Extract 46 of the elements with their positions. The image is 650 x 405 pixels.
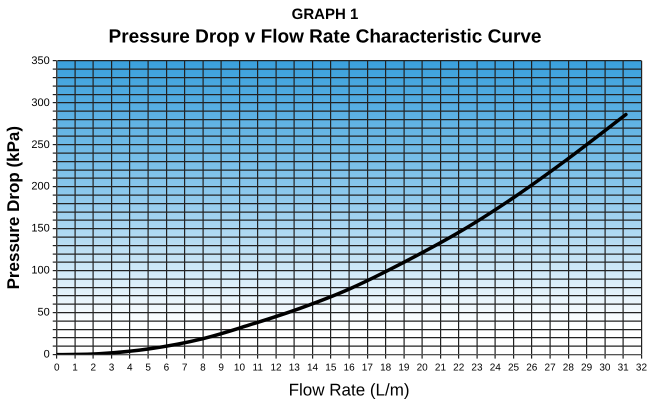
x-tick-label: 8 xyxy=(200,362,206,374)
x-tick-label: 29 xyxy=(581,362,593,374)
chart-subtitle: Pressure Drop v Flow Rate Characteristic Curve xyxy=(108,26,542,48)
y-tick-label: 350 xyxy=(31,54,50,67)
x-tick-label: 25 xyxy=(508,362,520,374)
x-tick-label: 24 xyxy=(490,362,502,374)
y-tick-label: 200 xyxy=(31,180,50,193)
x-tick-label: 16 xyxy=(344,362,356,374)
x-tick-label: 3 xyxy=(108,362,115,374)
x-tick-label: 6 xyxy=(164,362,170,374)
y-tick-label: 0 xyxy=(44,348,50,361)
y-tick-label: 300 xyxy=(31,96,50,109)
x-tick-label: 20 xyxy=(416,362,428,374)
x-tick-label: 9 xyxy=(218,362,224,374)
y-axis-title: Pressure Drop (kPa) xyxy=(4,126,23,290)
x-tick-label: 13 xyxy=(288,362,300,374)
x-axis-title: Flow Rate (L/m) xyxy=(288,380,410,400)
x-tick-label: 11 xyxy=(252,362,264,374)
x-tick-label: 5 xyxy=(145,362,152,374)
y-tick-label: 100 xyxy=(31,264,50,277)
x-tick-label: 23 xyxy=(471,362,483,374)
x-tick-label: 19 xyxy=(398,362,410,374)
x-tick-label: 32 xyxy=(636,362,648,374)
x-tick-label: 0 xyxy=(54,362,60,374)
line-series xyxy=(56,112,628,355)
x-tick-label: 21 xyxy=(434,362,446,374)
x-tick-label: 31 xyxy=(618,362,630,374)
x-tick-label: 10 xyxy=(234,362,246,374)
x-tick-label: 28 xyxy=(562,362,574,374)
x-tick-label: 30 xyxy=(599,362,611,374)
x-tick-label: 12 xyxy=(270,362,282,374)
x-tick-label: 14 xyxy=(306,362,319,374)
x-tick-label: 7 xyxy=(182,362,188,374)
x-tick-label: 17 xyxy=(362,362,374,374)
x-tick-label: 1 xyxy=(72,362,78,374)
x-tick-label: 2 xyxy=(90,362,97,374)
x-tick-label: 27 xyxy=(544,362,556,374)
x-tick-label: 4 xyxy=(127,362,134,374)
y-tick-label: 50 xyxy=(38,306,50,319)
x-tick-label: 15 xyxy=(325,362,337,374)
y-tick-label: 150 xyxy=(31,222,50,235)
x-tick-label: 18 xyxy=(380,362,392,374)
y-tick-label: 250 xyxy=(31,138,50,151)
x-tick-label: 26 xyxy=(526,362,538,374)
x-tick-label: 22 xyxy=(453,362,465,374)
chart-title: GRAPH 1 xyxy=(292,6,358,24)
